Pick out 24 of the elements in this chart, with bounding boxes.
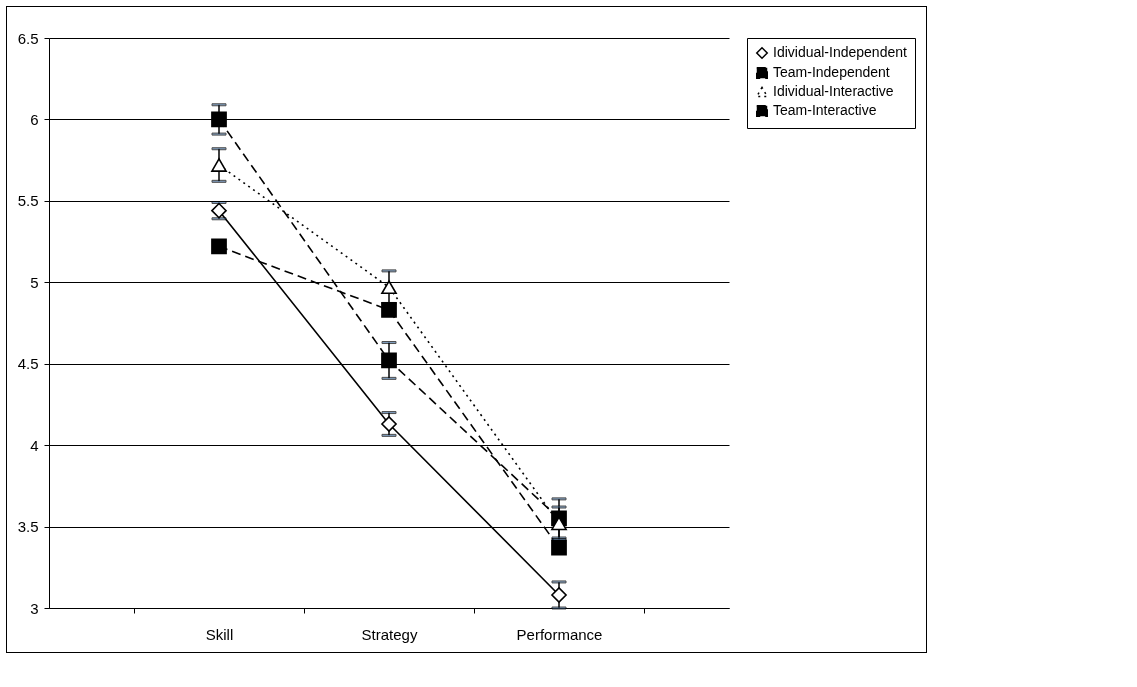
point (381, 352, 397, 369)
legend-label: Idividual-Interactive (773, 83, 894, 99)
point (211, 238, 227, 255)
point (211, 158, 227, 172)
point (551, 587, 567, 603)
y-tick-label: 5 (30, 273, 39, 291)
legend-label: Idividual-Independent (773, 44, 907, 60)
legend-label: Team-Independent (773, 64, 890, 80)
y-tick-label: 3 (30, 599, 39, 617)
y-tick-label: 3.5 (17, 518, 39, 536)
point (381, 302, 397, 318)
point (381, 280, 397, 295)
x-tick-label: Strategy (361, 625, 418, 643)
y-tick-label: 5.5 (17, 192, 39, 210)
point (551, 539, 567, 556)
legend-label: Team-Interactive (773, 102, 877, 118)
point (211, 111, 227, 128)
y-tick-label: 4 (30, 436, 39, 454)
y-tick-label: 4.5 (17, 355, 39, 373)
x-tick-label: Performance (516, 625, 603, 643)
point (381, 416, 397, 432)
x-tick-label: Skill (205, 625, 234, 643)
y-tick-label: 6.5 (17, 29, 39, 47)
y-tick-label: 6 (30, 110, 39, 128)
